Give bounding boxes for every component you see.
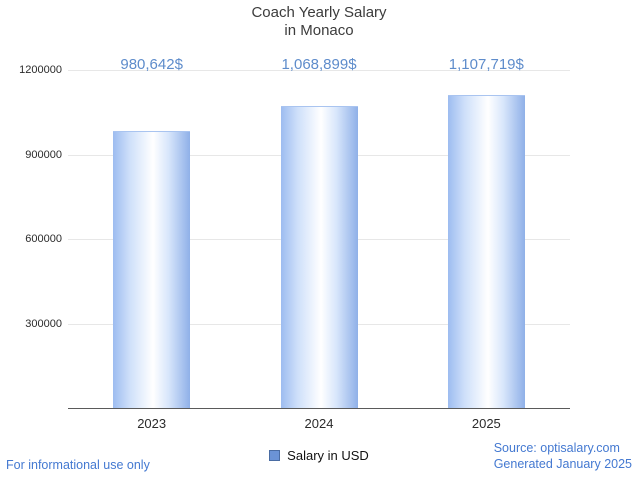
y-axis-tick-label: 600000 (25, 233, 62, 245)
chart-title-line2: in Monaco (284, 22, 354, 39)
x-axis-tick-label: 2025 (471, 416, 501, 431)
gridline (68, 70, 570, 71)
source-link[interactable]: Source: optisalary.com (493, 441, 620, 455)
legend-swatch-icon (269, 450, 281, 461)
chart-title-line1: Coach Yearly Salary (251, 4, 387, 21)
bar-value-label: 1,068,899$ (281, 56, 357, 73)
footer-disclaimer: For informational use only (6, 458, 150, 472)
y-axis-tick-label: 900000 (25, 148, 62, 161)
y-axis-tick-label: 1200000 (19, 64, 62, 76)
chart-title: Coach Yearly Salary in Monaco (0, 4, 638, 40)
legend-label: Salary in USD (287, 448, 369, 463)
bar (113, 130, 191, 408)
x-axis-tick-label: 2023 (137, 416, 167, 431)
legend: Salary in USD (0, 448, 638, 463)
y-axis-tick-label: 300000 (25, 317, 62, 330)
x-axis-tick-label: 2024 (304, 416, 334, 431)
bar (280, 105, 358, 408)
bar (447, 95, 525, 408)
plot-area (68, 70, 570, 409)
bar-value-label: 1,107,719$ (448, 56, 524, 73)
footer-source-block: Source: optisalary.com Generated January… (494, 440, 632, 472)
generated-date: Generated January 2025 (493, 457, 632, 471)
bar-value-label: 980,642$ (120, 56, 183, 73)
